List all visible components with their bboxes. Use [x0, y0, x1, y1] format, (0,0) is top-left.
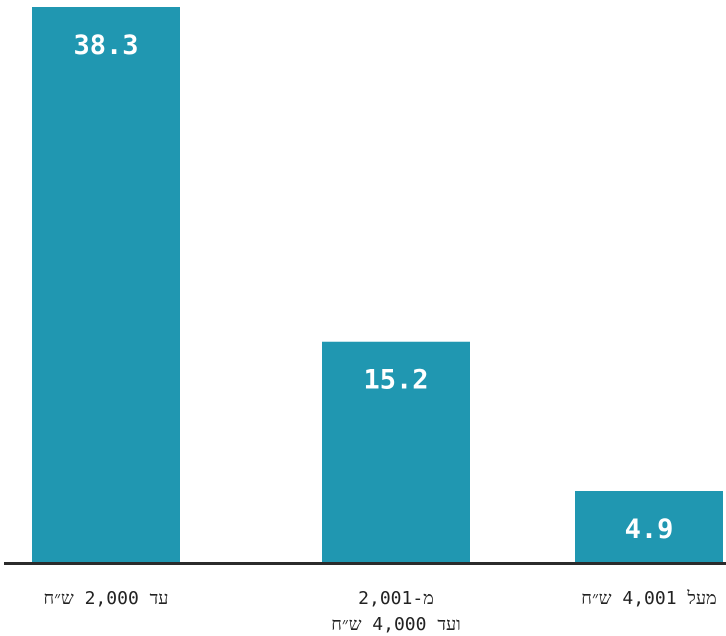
value-labels-group: 38.3 15.2 4.9: [73, 30, 673, 545]
bar-1: [32, 7, 180, 562]
bar-value-label-2: 15.2: [363, 365, 428, 396]
category-label-2-line-1: מ-2,001: [358, 588, 434, 609]
category-label-1-line-1: עד 2,000 ש״ח: [44, 588, 169, 609]
bar-value-label-1: 38.3: [73, 30, 138, 61]
category-label-2-line-2: ועד 4,000 ש״ח: [331, 614, 461, 635]
bar-2: [322, 341, 470, 562]
category-labels-group: עד 2,000 ש״ח מ-2,001 ועד 4,000 ש״ח מעל 4,00…: [44, 588, 717, 635]
bar-value-label-3: 4.9: [625, 514, 674, 545]
bar-3: [575, 490, 723, 562]
category-label-3-line-1: מעל 4,001 ש״ח: [581, 588, 716, 609]
bars-group: [32, 7, 723, 562]
